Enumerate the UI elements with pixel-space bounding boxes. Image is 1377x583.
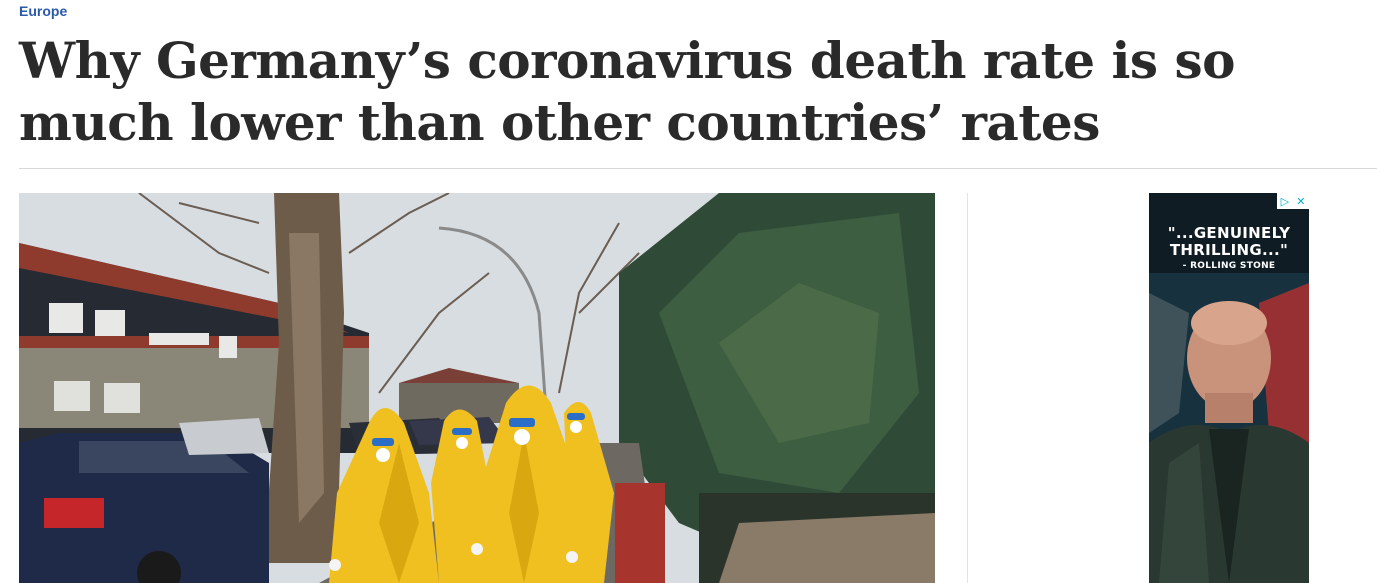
ad-quote-line-1: "...GENUINELY bbox=[1167, 224, 1291, 242]
play-triangle-icon[interactable]: ▷ bbox=[1280, 194, 1290, 208]
lead-photo bbox=[19, 193, 935, 583]
sidebar-divider bbox=[967, 193, 968, 583]
ad-copy: "...GENUINELY THRILLING..." - ROLLING ST… bbox=[1149, 225, 1309, 272]
ad-choices-badge[interactable]: ▷ ✕ bbox=[1277, 193, 1309, 209]
advertisement-banner[interactable]: ▷ ✕ "...GENUINELY THRILLING..." - ROLLIN… bbox=[1149, 193, 1309, 583]
section-kicker-link[interactable]: Europe bbox=[19, 3, 68, 19]
ad-quote-source: - ROLLING STONE bbox=[1182, 261, 1276, 271]
ad-quote-line-2: THRILLING..." bbox=[1169, 241, 1289, 259]
article-headline: Why Germany’s coronavirus death rate is … bbox=[19, 31, 1236, 152]
close-x-icon[interactable]: ✕ bbox=[1296, 194, 1306, 208]
ad-quote: "...GENUINELY THRILLING..." bbox=[1149, 225, 1309, 259]
headline-divider bbox=[19, 168, 1377, 169]
